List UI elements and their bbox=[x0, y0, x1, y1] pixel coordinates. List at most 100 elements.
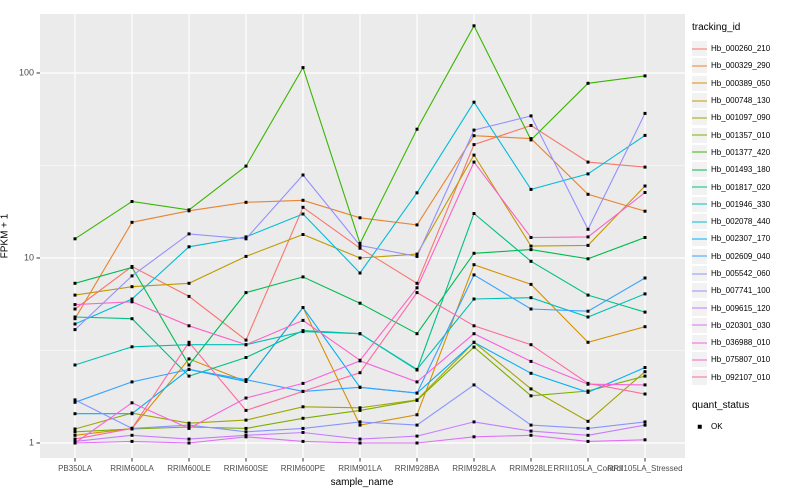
legend-item-Hb_005542_060: Hb_005542_060 bbox=[692, 265, 800, 282]
data-point bbox=[472, 251, 476, 255]
data-point bbox=[643, 74, 647, 78]
data-point bbox=[529, 259, 533, 263]
data-point bbox=[643, 111, 647, 115]
legend-item-label: Hb_002307_170 bbox=[711, 234, 771, 244]
data-point bbox=[472, 420, 476, 424]
data-point bbox=[529, 296, 533, 300]
data-point bbox=[643, 184, 647, 188]
data-point bbox=[244, 380, 248, 383]
x-tick-label-RRIM928BA: RRIM928BA bbox=[394, 464, 440, 473]
data-point bbox=[415, 367, 419, 371]
data-point bbox=[586, 390, 590, 394]
data-point bbox=[187, 208, 191, 212]
legend-item-label: Hb_000748_130 bbox=[711, 96, 771, 106]
data-point bbox=[472, 128, 476, 132]
data-point bbox=[472, 324, 476, 328]
legend-key-swatch bbox=[692, 369, 707, 385]
data-point bbox=[187, 343, 191, 347]
legend-item-label: Hb_007741_100 bbox=[711, 286, 771, 296]
data-point bbox=[73, 281, 77, 285]
data-point bbox=[586, 309, 590, 313]
data-point bbox=[301, 416, 305, 420]
data-point bbox=[415, 380, 419, 384]
legend-key-swatch bbox=[692, 317, 707, 333]
data-point bbox=[358, 358, 362, 362]
data-point bbox=[529, 114, 533, 118]
x-tick-label-RRIM600PE: RRIM600PE bbox=[280, 464, 326, 473]
data-point bbox=[187, 324, 191, 328]
x-tick-label-RRIM600LE: RRIM600LE bbox=[167, 464, 211, 473]
data-point bbox=[643, 209, 647, 213]
data-point bbox=[358, 385, 362, 389]
legend-item-Hb_000389_050: Hb_000389_050 bbox=[692, 75, 800, 92]
data-point bbox=[415, 391, 419, 395]
data-point bbox=[244, 164, 248, 168]
legend-series-items: Hb_000260_210 Hb_000329_290 Hb_000389_050 H… bbox=[692, 40, 800, 386]
data-point bbox=[301, 66, 305, 70]
data-point bbox=[529, 433, 533, 437]
data-point bbox=[73, 237, 77, 241]
legend-title-quant-status: quant_status bbox=[692, 399, 750, 411]
data-point bbox=[301, 306, 305, 309]
legend-item-label: Hb_000389_050 bbox=[711, 78, 771, 88]
data-point bbox=[187, 281, 191, 285]
data-point bbox=[130, 433, 134, 437]
legend-key-swatch bbox=[692, 144, 707, 160]
legend-item-label: Hb_001377_420 bbox=[711, 147, 771, 157]
data-point bbox=[301, 173, 305, 177]
legend-key-swatch bbox=[692, 283, 707, 299]
data-point bbox=[472, 153, 476, 157]
x-tick-label-RRIM901LA: RRIM901LA bbox=[338, 464, 382, 473]
legend-status-label: OK bbox=[711, 422, 723, 432]
x-tick-label-PB350LA: PB350LA bbox=[58, 464, 92, 473]
legend-item-Hb_002609_040: Hb_002609_040 bbox=[692, 248, 800, 265]
data-point bbox=[586, 419, 590, 423]
x-tick-label-RRIM600LA: RRIM600LA bbox=[110, 464, 154, 473]
data-point bbox=[415, 286, 419, 290]
data-point bbox=[73, 315, 77, 319]
legend-key-swatch bbox=[692, 300, 707, 316]
data-point bbox=[472, 435, 476, 439]
legend-key-swatch bbox=[692, 179, 707, 195]
data-point bbox=[244, 408, 248, 412]
legend-status-items: OK bbox=[692, 418, 800, 435]
data-point bbox=[472, 212, 476, 215]
data-point bbox=[73, 328, 77, 332]
legend-item-Hb_001097_090: Hb_001097_090 bbox=[692, 109, 800, 126]
data-point bbox=[130, 297, 134, 301]
data-point bbox=[301, 431, 305, 434]
data-point bbox=[73, 317, 77, 321]
data-point bbox=[643, 383, 647, 387]
data-point bbox=[529, 371, 533, 375]
data-point bbox=[643, 165, 647, 169]
legend-item-Hb_002078_440: Hb_002078_440 bbox=[692, 213, 800, 230]
legend-key-swatch bbox=[692, 58, 707, 74]
data-point bbox=[529, 248, 533, 252]
data-point bbox=[187, 421, 191, 425]
data-point bbox=[301, 198, 305, 202]
legend-item-label: Hb_002609_040 bbox=[711, 251, 771, 261]
data-point bbox=[301, 439, 305, 443]
legend: tracking_id Hb_000260_210 Hb_000329_290 Hb… bbox=[692, 22, 800, 435]
data-point bbox=[643, 423, 647, 427]
data-point bbox=[73, 322, 77, 326]
legend-item-Hb_000748_130: Hb_000748_130 bbox=[692, 92, 800, 109]
data-point bbox=[472, 383, 476, 387]
data-point bbox=[586, 192, 590, 196]
data-point bbox=[301, 426, 305, 430]
data-point bbox=[586, 227, 590, 231]
y-tick-label: 1 bbox=[28, 437, 34, 448]
legend-item-label: Hb_075807_010 bbox=[711, 355, 771, 365]
data-point bbox=[130, 265, 134, 269]
legend-item-quant-status-OK: OK bbox=[692, 418, 800, 435]
data-point bbox=[472, 345, 476, 349]
data-point bbox=[643, 236, 647, 239]
legend-item-label: Hb_005542_060 bbox=[711, 269, 771, 278]
data-point bbox=[472, 160, 476, 164]
data-point bbox=[73, 412, 77, 416]
data-point bbox=[529, 394, 533, 398]
data-point bbox=[586, 243, 590, 247]
data-point bbox=[358, 420, 362, 424]
data-point bbox=[301, 233, 305, 236]
